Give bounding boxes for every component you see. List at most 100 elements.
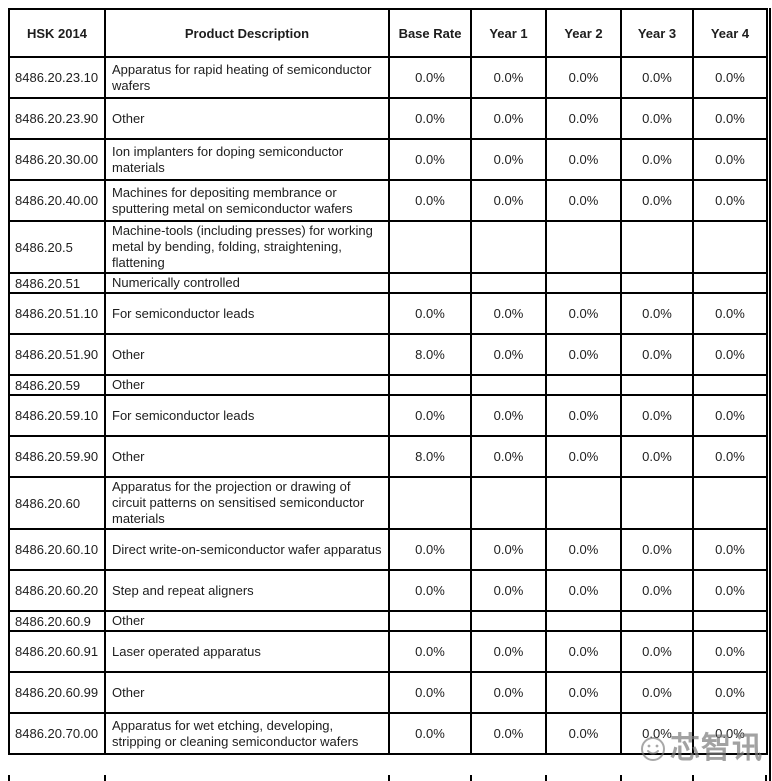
hsk-code-cell: 8486.20.23.10 <box>8 56 106 99</box>
year-3-rate-cell: 0.0% <box>620 435 694 478</box>
year-2-rate-cell: 0.0% <box>545 630 622 673</box>
hsk-code-cell: 8486.20.5 <box>8 220 106 274</box>
year-2-rate-cell: 0.0% <box>545 97 622 140</box>
product-description-cell: Machines for depositing membrance or spu… <box>104 179 390 222</box>
year-3-rate-cell: 0.0% <box>620 138 694 181</box>
hsk-code-cell: 8486.20.60.9 <box>8 610 106 632</box>
product-description-cell: Step and repeat aligners <box>104 569 390 612</box>
year-2-rate-cell: 0.0% <box>545 671 622 714</box>
year-4-rate-cell: 0.0% <box>692 179 768 222</box>
table-row: 8486.20.59.10 For semiconductor leads 0.… <box>8 394 768 437</box>
cropped-row-border-stub <box>545 775 547 781</box>
year-3-rate-cell: 0.0% <box>620 394 694 437</box>
base-rate-cell: 0.0% <box>388 569 472 612</box>
col-header-product-description: Product Description <box>104 8 390 58</box>
cropped-row-border-stub <box>620 775 622 781</box>
col-header-year-1: Year 1 <box>470 8 547 58</box>
year-1-rate-cell: 0.0% <box>470 292 547 335</box>
table-row: 8486.20.59.90 Other 8.0% 0.0% 0.0% 0.0% … <box>8 435 768 478</box>
year-1-rate-cell <box>470 272 547 294</box>
year-4-rate-cell: 0.0% <box>692 292 768 335</box>
year-2-rate-cell: 0.0% <box>545 179 622 222</box>
product-description-cell: Other <box>104 610 390 632</box>
year-3-rate-cell: 0.0% <box>620 292 694 335</box>
year-2-rate-cell: 0.0% <box>545 394 622 437</box>
base-rate-cell <box>388 610 472 632</box>
product-description-cell: For semiconductor leads <box>104 292 390 335</box>
year-4-rate-cell: 0.0% <box>692 97 768 140</box>
product-description-cell: Machine-tools (including presses) for wo… <box>104 220 390 274</box>
year-1-rate-cell: 0.0% <box>470 671 547 714</box>
year-3-rate-cell <box>620 476 694 530</box>
hsk-code-cell: 8486.20.59.10 <box>8 394 106 437</box>
product-description-cell: Apparatus for wet etching, developing, s… <box>104 712 390 755</box>
year-4-rate-cell: 0.0% <box>692 671 768 714</box>
table-row: 8486.20.60.9 Other <box>8 610 768 632</box>
table-row: 8486.20.60.20 Step and repeat aligners 0… <box>8 569 768 612</box>
year-3-rate-cell: 0.0% <box>620 333 694 376</box>
base-rate-cell: 8.0% <box>388 333 472 376</box>
year-2-rate-cell: 0.0% <box>545 333 622 376</box>
year-4-rate-cell <box>692 476 768 530</box>
product-description-cell: Other <box>104 435 390 478</box>
col-header-base-rate: Base Rate <box>388 8 472 58</box>
table-header: HSK 2014 Product Description Base Rate Y… <box>8 8 768 58</box>
base-rate-cell: 0.0% <box>388 528 472 571</box>
base-rate-cell: 8.0% <box>388 435 472 478</box>
table-row: 8486.20.30.00 Ion implanters for doping … <box>8 138 768 181</box>
year-1-rate-cell <box>470 374 547 396</box>
year-3-rate-cell: 0.0% <box>620 569 694 612</box>
year-1-rate-cell <box>470 220 547 274</box>
year-1-rate-cell <box>470 476 547 530</box>
table-row: 8486.20.70.00 Apparatus for wet etching,… <box>8 712 768 755</box>
table-row: 8486.20.5 Machine-tools (including press… <box>8 220 768 274</box>
year-4-rate-cell: 0.0% <box>692 712 768 755</box>
hsk-code-cell: 8486.20.60 <box>8 476 106 530</box>
year-1-rate-cell: 0.0% <box>470 394 547 437</box>
year-4-rate-cell <box>692 374 768 396</box>
year-4-rate-cell: 0.0% <box>692 394 768 437</box>
year-4-rate-cell: 0.0% <box>692 435 768 478</box>
hsk-code-cell: 8486.20.40.00 <box>8 179 106 222</box>
year-3-rate-cell: 0.0% <box>620 630 694 673</box>
cropped-row-border-stub <box>470 775 472 781</box>
year-3-rate-cell <box>620 374 694 396</box>
year-1-rate-cell: 0.0% <box>470 97 547 140</box>
year-3-rate-cell: 0.0% <box>620 528 694 571</box>
year-4-rate-cell <box>692 610 768 632</box>
year-2-rate-cell <box>545 476 622 530</box>
base-rate-cell: 0.0% <box>388 179 472 222</box>
year-3-rate-cell: 0.0% <box>620 671 694 714</box>
year-1-rate-cell: 0.0% <box>470 333 547 376</box>
base-rate-cell: 0.0% <box>388 138 472 181</box>
table-row: 8486.20.60.99 Other 0.0% 0.0% 0.0% 0.0% … <box>8 671 768 714</box>
table-body: 8486.20.23.10 Apparatus for rapid heatin… <box>8 56 768 755</box>
year-1-rate-cell: 0.0% <box>470 435 547 478</box>
year-2-rate-cell <box>545 220 622 274</box>
base-rate-cell <box>388 476 472 530</box>
hsk-code-cell: 8486.20.60.10 <box>8 528 106 571</box>
product-description-cell: Apparatus for the projection or drawing … <box>104 476 390 530</box>
year-1-rate-cell: 0.0% <box>470 528 547 571</box>
table-row: 8486.20.60.10 Direct write-on-semiconduc… <box>8 528 768 571</box>
hsk-code-cell: 8486.20.60.99 <box>8 671 106 714</box>
year-3-rate-cell: 0.0% <box>620 712 694 755</box>
year-2-rate-cell <box>545 272 622 294</box>
hsk-code-cell: 8486.20.30.00 <box>8 138 106 181</box>
year-2-rate-cell: 0.0% <box>545 569 622 612</box>
year-3-rate-cell <box>620 272 694 294</box>
product-description-cell: Other <box>104 97 390 140</box>
year-3-rate-cell <box>620 220 694 274</box>
product-description-cell: For semiconductor leads <box>104 394 390 437</box>
product-description-cell: Numerically controlled <box>104 272 390 294</box>
year-2-rate-cell: 0.0% <box>545 56 622 99</box>
year-4-rate-cell: 0.0% <box>692 630 768 673</box>
base-rate-cell <box>388 220 472 274</box>
hsk-code-cell: 8486.20.60.20 <box>8 569 106 612</box>
hsk-code-cell: 8486.20.59.90 <box>8 435 106 478</box>
cropped-row-border-stub <box>692 775 694 781</box>
cropped-row-border-stub <box>104 775 106 781</box>
year-2-rate-cell: 0.0% <box>545 292 622 335</box>
year-1-rate-cell: 0.0% <box>470 630 547 673</box>
